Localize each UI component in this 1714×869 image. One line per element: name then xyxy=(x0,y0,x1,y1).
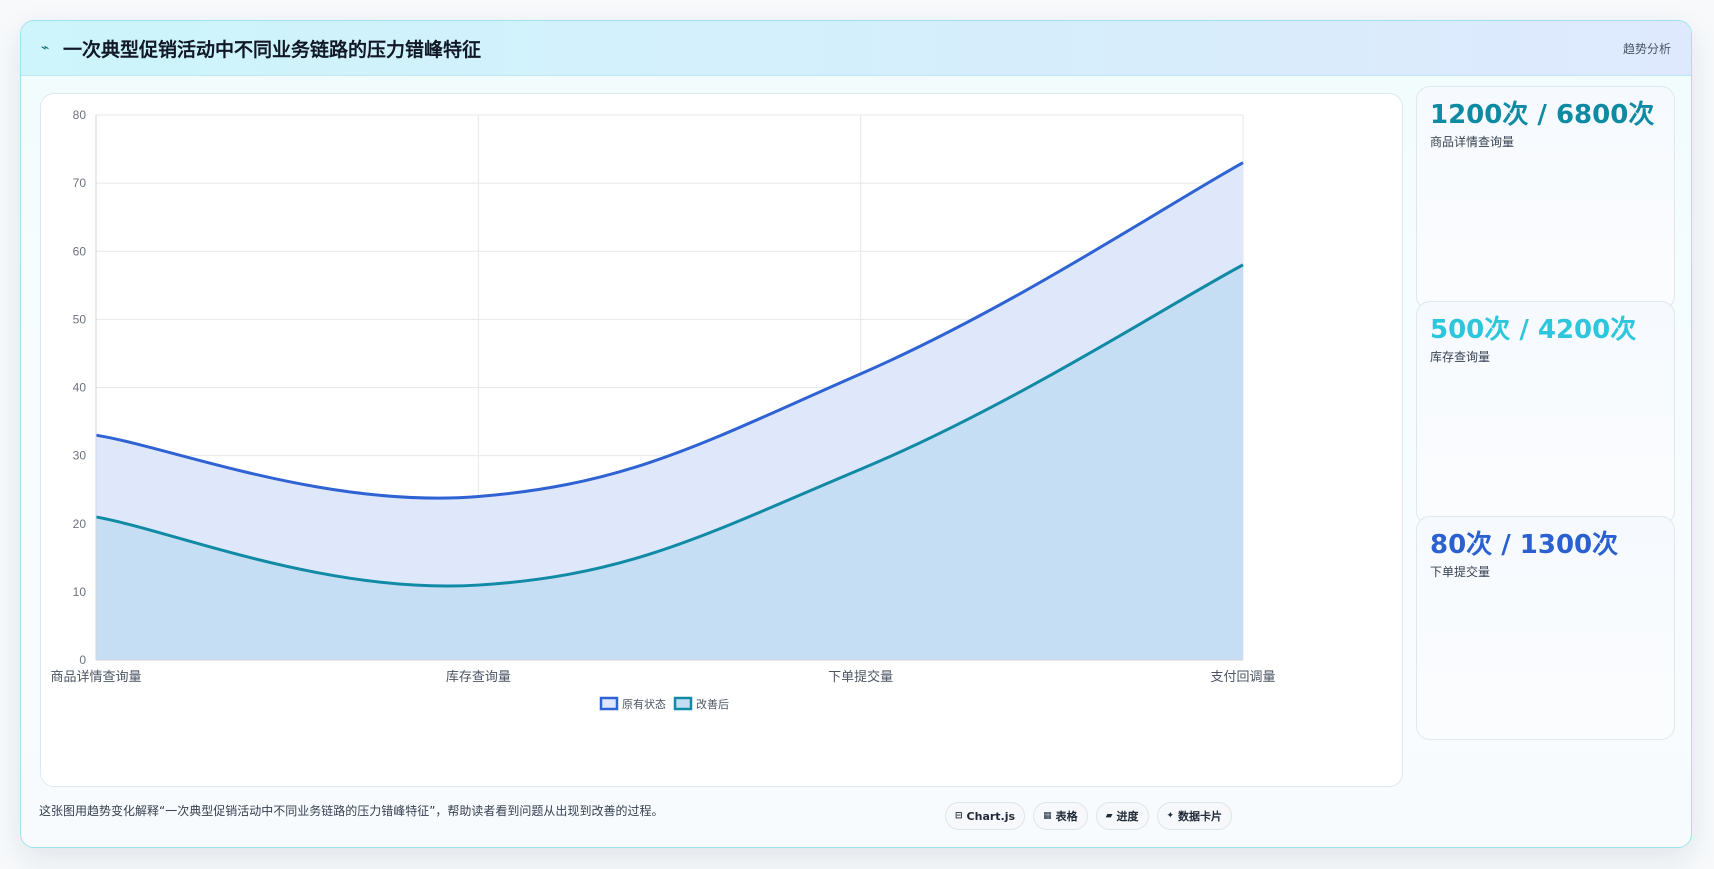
y-tick-label: 50 xyxy=(73,312,87,326)
y-tick-label: 40 xyxy=(73,381,87,395)
chip-chartjs[interactable]: ⊟ Chart.js xyxy=(945,802,1026,830)
stat-card-3: 80次 / 1300次 下单提交量 xyxy=(1416,516,1675,740)
x-tick-label: 商品详情查询量 xyxy=(50,670,141,685)
x-tick-label: 支付回调量 xyxy=(1210,670,1275,685)
x-tick-label: 库存查询量 xyxy=(446,669,511,685)
series-area-2 xyxy=(96,264,1243,660)
chart-caption: 这张图用趋势变化解释“一次典型促销活动中不同业务链路的压力错峰特征”，帮助读者看… xyxy=(39,804,664,818)
area-chart: 0 10 20 30 40 50 60 70 80 商品详情查询量 库存查询量 下单提交量 支付回调量原… xyxy=(50,108,1275,711)
chart-icon: ⊟ xyxy=(955,811,963,821)
chip-table[interactable]: ▦ 表格 xyxy=(1033,802,1088,830)
stat-label: 商品详情查询量 xyxy=(1430,135,1515,149)
stat-value: 80次 / 1300次 xyxy=(1430,530,1619,560)
page-title: 一次典型促销活动中不同业务链路的压力错峰特征 xyxy=(63,38,482,61)
stat-label: 库存查询量 xyxy=(1430,350,1491,364)
chip-label: 表格 xyxy=(1055,810,1078,823)
legend-label-2: 改善后 xyxy=(696,697,729,711)
stat-card-2: 500次 / 4200次 库存查询量 xyxy=(1416,301,1675,525)
stat-value: 500次 / 4200次 xyxy=(1430,315,1637,345)
y-tick-label: 80 xyxy=(73,108,87,122)
analysis-tag: 趋势分析 xyxy=(1622,41,1671,56)
trend-line-icon: ⌁ xyxy=(41,40,50,56)
table-icon: ▦ xyxy=(1043,811,1052,821)
legend-swatch-2 xyxy=(673,696,693,711)
tech-chips: ⊟ Chart.js ▦ 表格 ▰ 进度 ✦ 数据卡片 xyxy=(945,802,1233,830)
stat-card-1: 1200次 / 6800次 商品详情查询量 xyxy=(1416,86,1675,310)
y-tick-label: 60 xyxy=(73,244,87,258)
series-line-2 xyxy=(95,263,1244,588)
legend-label-1: 原有状态 xyxy=(622,697,666,711)
stat-value: 1200次 / 6800次 xyxy=(1430,100,1655,130)
chip-label: 进度 xyxy=(1116,810,1139,823)
series-line-1 xyxy=(95,161,1244,500)
legend-swatch-1 xyxy=(599,696,619,711)
x-tick-label: 下单提交量 xyxy=(828,669,893,685)
chart-card: 0 10 20 30 40 50 60 70 80 商品详情查询量 库存查询量 下单提交量 支付回调量原… xyxy=(40,93,1403,787)
sparkle-icon: ✦ xyxy=(1166,811,1175,821)
progress-icon: ▰ xyxy=(1105,811,1113,821)
chip-label: 数据卡片 xyxy=(1178,810,1223,823)
stat-label: 下单提交量 xyxy=(1430,565,1491,579)
y-tick-label: 0 xyxy=(79,653,86,667)
chip-data-cards[interactable]: ✦ 数据卡片 xyxy=(1156,802,1233,830)
panel-header: ⌁ 一次典型促销活动中不同业务链路的压力错峰特征 趋势分析 xyxy=(21,21,1691,76)
chip-label: Chart.js xyxy=(966,809,1016,823)
y-tick-label: 10 xyxy=(73,585,87,599)
y-tick-label: 20 xyxy=(73,517,87,531)
chart-panel: ⌁ 一次典型促销活动中不同业务链路的压力错峰特征 趋势分析 0 10 20 30 40 5… xyxy=(20,20,1692,848)
y-tick-label: 70 xyxy=(73,176,87,190)
y-tick-label: 30 xyxy=(73,449,87,463)
chip-progress[interactable]: ▰ 进度 xyxy=(1095,802,1149,830)
